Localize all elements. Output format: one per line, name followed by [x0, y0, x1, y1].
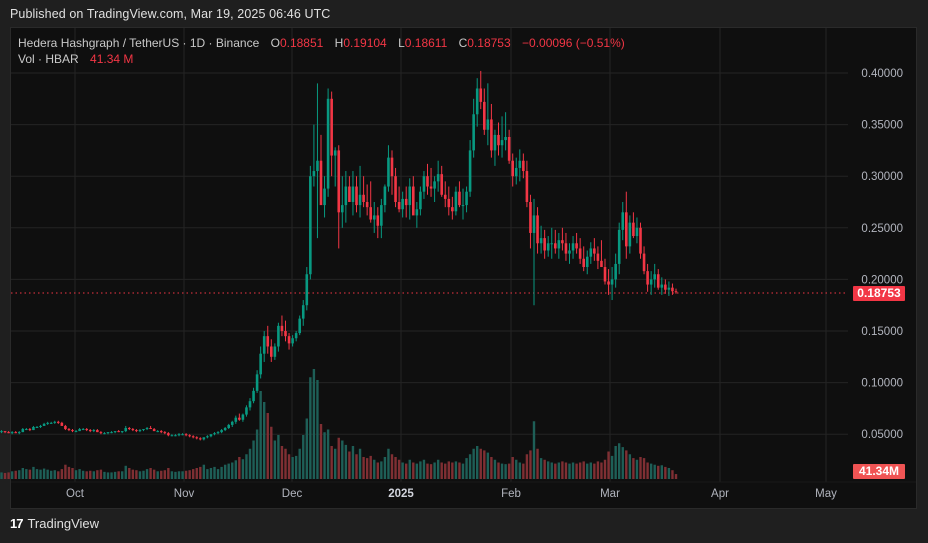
time-tick-label: Feb	[501, 488, 521, 500]
time-tick-label: 2025	[388, 488, 414, 500]
high-label: H	[334, 36, 344, 50]
volume-value: 41.34 M	[90, 52, 134, 66]
time-axis: Oct Nov Dec 2025 Feb Mar Apr May	[66, 488, 837, 500]
close-value: 0.18753	[467, 36, 511, 50]
time-tick-label: Nov	[174, 488, 195, 500]
chart-frame[interactable]	[10, 27, 917, 509]
price-axis: 0.40000 0.35000 0.30000 0.25000 0.20000 0.150…	[861, 68, 903, 441]
volume-label[interactable]: Vol · HBAR	[18, 52, 79, 66]
footer-branding: 17 TradingView	[10, 516, 99, 531]
price-tick-label: 0.15000	[861, 326, 903, 338]
time-tick-label: Oct	[66, 488, 85, 500]
close-label: C	[458, 36, 468, 50]
price-tick-label: 0.25000	[861, 223, 903, 235]
last-price-tag: 0.18753	[853, 286, 905, 301]
price-tick-label: 0.35000	[861, 120, 903, 132]
chart-grid	[11, 28, 848, 482]
chart-legend: Hedera Hashgraph / TetherUS · 1D · Binan…	[18, 35, 625, 67]
time-tick-label: Apr	[711, 488, 729, 500]
symbol-description[interactable]: Hedera Hashgraph / TetherUS · 1D · Binan…	[18, 36, 260, 50]
price-tick-label: 0.40000	[861, 68, 903, 80]
open-value: 0.18851	[279, 36, 324, 50]
volume-row: Vol · HBAR 41.34 M	[18, 51, 625, 67]
tradingview-logo-icon: 17	[10, 516, 24, 531]
high-value: 0.19104	[343, 36, 387, 50]
low-value: 0.18611	[404, 36, 448, 50]
time-tick-label: May	[815, 488, 837, 500]
time-tick-label: Dec	[282, 488, 303, 500]
price-tick-label: 0.05000	[861, 429, 903, 441]
open-label: O	[270, 36, 280, 50]
published-header: Published on TradingView.com, Mar 19, 20…	[10, 7, 331, 21]
price-tick-label: 0.10000	[861, 378, 903, 390]
volume-bars	[0, 369, 678, 479]
price-tick-label: 0.20000	[861, 274, 903, 286]
last-volume-tag: 41.34M	[853, 464, 905, 479]
time-tick-label: Mar	[600, 488, 620, 500]
brand-name[interactable]: TradingView	[27, 516, 100, 531]
low-label: L	[398, 36, 405, 50]
change-value: −0.00096 (−0.51%)	[522, 36, 625, 50]
price-tick-label: 0.30000	[861, 171, 903, 183]
price-candles	[0, 70, 678, 441]
ohlc-row: Hedera Hashgraph / TetherUS · 1D · Binan…	[18, 35, 625, 51]
